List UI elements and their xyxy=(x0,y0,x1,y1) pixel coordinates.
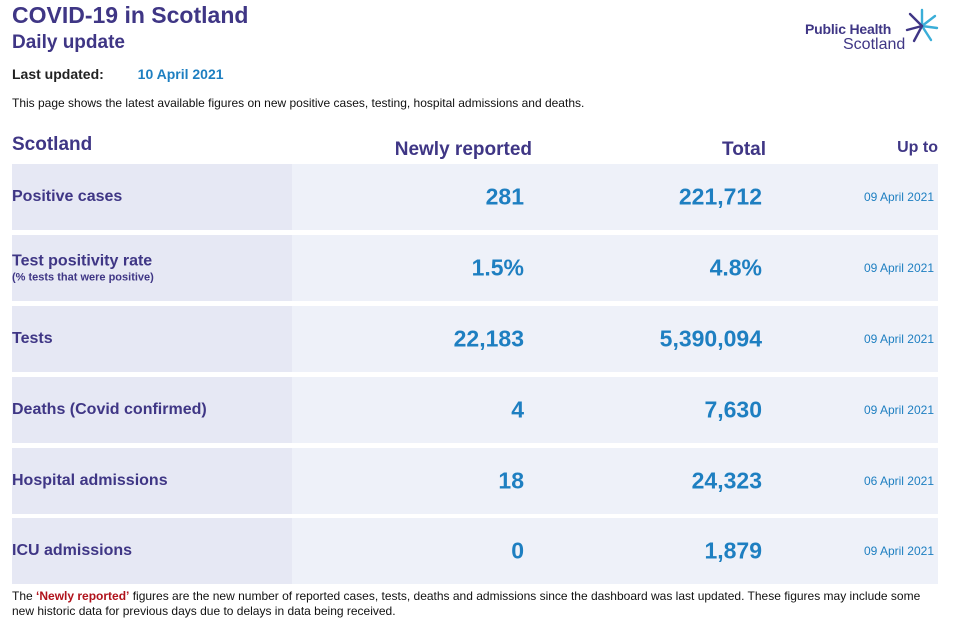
row-label-text: Test positivity rate xyxy=(12,252,153,270)
page-subtitle: Daily update xyxy=(12,32,125,53)
row-up-to-date: 06 April 2021 xyxy=(863,474,934,488)
last-updated-value: 10 April 2021 xyxy=(137,66,224,82)
row-newly-reported-value: 4 xyxy=(511,396,524,423)
column-header-total: Total xyxy=(722,139,766,160)
row-label-cell xyxy=(12,164,292,230)
row-total-value: 1,879 xyxy=(704,537,762,564)
row-newly-reported-value: 1.5% xyxy=(471,254,524,281)
row-label: Deaths (Covid confirmed) xyxy=(12,401,207,419)
row-label-text: ICU admissions xyxy=(12,542,133,559)
row-newly-reported-value: 22,183 xyxy=(453,325,524,352)
table-row-hospital-admissions: Hospital admissions 18 24,323 06 April 2… xyxy=(12,448,938,514)
row-total-value: 4.8% xyxy=(709,254,762,281)
row-label-text: Tests xyxy=(12,330,53,347)
row-label-cell xyxy=(12,448,292,514)
row-up-to-date: 09 April 2021 xyxy=(863,190,934,204)
row-label-text: Hospital admissions xyxy=(12,472,168,489)
logo-line-2: Scotland xyxy=(843,36,906,53)
row-label-text: Positive cases xyxy=(12,188,123,205)
row-label-cell xyxy=(12,377,292,443)
row-sublabel-text: (% tests that were positive) xyxy=(12,271,154,284)
row-newly-reported-value: 281 xyxy=(485,183,524,210)
row-label: Test positivity rate (% tests that were … xyxy=(12,253,154,284)
table-row-tests: Tests 22,183 5,390,094 09 April 2021 xyxy=(12,306,938,372)
row-total-value: 5,390,094 xyxy=(659,325,762,352)
table-row-positive-cases: Positive cases 281 221,712 09 April 2021 xyxy=(12,164,938,230)
footnote-keyword: ‘Newly reported’ xyxy=(36,589,130,603)
row-label-cell xyxy=(12,235,292,301)
last-updated-label: Last updated: xyxy=(12,66,104,82)
row-label: Hospital admissions xyxy=(12,472,168,490)
page-title: COVID-19 in Scotland xyxy=(12,2,249,28)
row-up-to-date: 09 April 2021 xyxy=(863,403,934,417)
row-label: Positive cases xyxy=(12,188,122,206)
table-row-deaths: Deaths (Covid confirmed) 4 7,630 09 Apri… xyxy=(12,377,938,443)
column-header-region: Scotland xyxy=(12,134,93,155)
footnote: The ‘Newly reported’ figures are the new… xyxy=(12,589,942,619)
star-burst-icon xyxy=(905,8,939,43)
row-label-cell xyxy=(12,306,292,372)
row-up-to-date: 09 April 2021 xyxy=(863,261,934,275)
table-row-icu-admissions: ICU admissions 0 1,879 09 April 2021 xyxy=(12,518,938,584)
intro-text: This page shows the latest available fig… xyxy=(12,96,585,110)
row-total-value: 221,712 xyxy=(678,183,762,210)
row-up-to-date: 09 April 2021 xyxy=(863,544,934,558)
row-up-to-date: 09 April 2021 xyxy=(863,332,934,346)
footnote-suffix: figures are the new number of reported c… xyxy=(12,589,921,618)
row-total-value: 24,323 xyxy=(691,467,762,494)
last-updated: Last updated: 10 April 2021 xyxy=(12,66,224,82)
public-health-scotland-logo[interactable]: Public Health Scotland xyxy=(805,8,945,54)
column-header-newly-reported: Newly reported xyxy=(394,139,532,160)
logo-line-1: Public Health xyxy=(805,21,892,37)
row-total-value: 7,630 xyxy=(704,396,762,423)
row-label-text: Deaths (Covid confirmed) xyxy=(12,401,207,418)
row-newly-reported-value: 18 xyxy=(498,467,524,494)
row-label: ICU admissions xyxy=(12,542,132,560)
footnote-prefix: The xyxy=(12,589,37,603)
row-label: Tests xyxy=(12,330,53,348)
column-header-up-to: Up to xyxy=(897,139,938,156)
row-newly-reported-value: 0 xyxy=(511,537,524,564)
table-row-test-positivity: Test positivity rate (% tests that were … xyxy=(12,235,938,301)
row-label-cell xyxy=(12,518,292,584)
